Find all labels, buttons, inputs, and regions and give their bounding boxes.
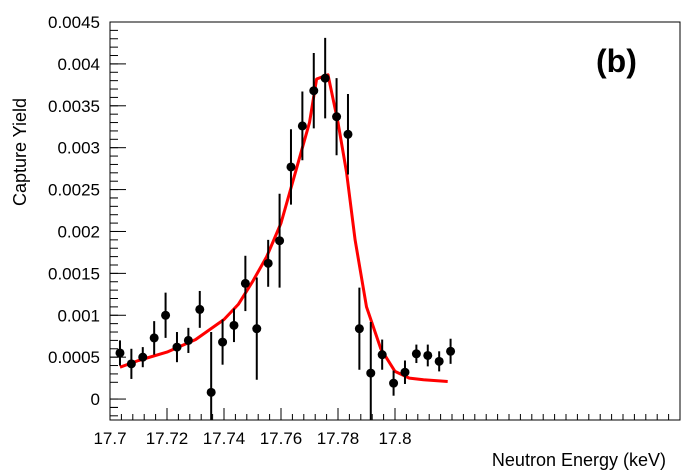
point-marker: [172, 342, 182, 352]
point-marker: [149, 333, 159, 343]
data-point: [400, 360, 410, 384]
point-marker: [297, 121, 307, 131]
point-marker: [389, 378, 399, 388]
y-tick-label: 0.0035: [48, 97, 100, 116]
point-marker: [343, 129, 353, 139]
point-marker: [400, 367, 410, 377]
data-point: [138, 347, 148, 368]
data-point: [446, 338, 456, 364]
data-point: [229, 308, 239, 343]
panel-label: (b): [596, 43, 637, 79]
data-point: [309, 53, 319, 129]
data-point: [252, 277, 262, 380]
point-marker: [320, 73, 330, 83]
data-point: [149, 321, 159, 355]
data-point: [240, 255, 250, 312]
point-marker: [275, 236, 285, 246]
fit-curve-layer: [119, 73, 448, 383]
point-marker: [229, 320, 239, 330]
data-point: [332, 78, 342, 156]
x-axis-title: Neutron Energy (keV): [492, 450, 666, 470]
y-tick-label: 0.003: [57, 139, 100, 158]
x-tick-label: 17.8: [378, 429, 411, 448]
point-marker: [183, 335, 193, 345]
data-point: [354, 287, 364, 370]
y-tick-label: 0.004: [57, 55, 100, 74]
data-points-layer: [115, 37, 456, 420]
point-marker: [126, 359, 136, 369]
data-point: [183, 327, 193, 353]
point-marker: [240, 278, 250, 288]
data-point: [297, 91, 307, 161]
point-marker: [366, 368, 376, 378]
data-point: [366, 321, 376, 420]
point-marker: [411, 349, 421, 359]
point-marker: [434, 356, 444, 366]
data-point: [115, 340, 125, 366]
data-point: [206, 332, 216, 420]
y-tick-label: 0.002: [57, 222, 100, 241]
data-point: [126, 348, 136, 379]
y-axis-title: Capture Yield: [10, 98, 30, 206]
x-tick-label: 17.72: [146, 429, 189, 448]
point-marker: [446, 346, 456, 356]
x-tick-label: 17.76: [260, 429, 303, 448]
x-tick-label: 17.78: [317, 429, 360, 448]
point-marker: [161, 310, 171, 320]
x-tick-label: 17.74: [203, 429, 246, 448]
point-marker: [138, 352, 148, 362]
point-marker: [195, 304, 205, 314]
fit-curve-line: [119, 73, 448, 383]
data-point: [286, 129, 296, 205]
point-marker: [115, 348, 125, 358]
point-marker: [218, 337, 228, 347]
point-marker: [423, 350, 433, 360]
data-point: [275, 193, 285, 288]
point-marker: [354, 324, 364, 334]
axis-ticks: 17.7 17.72 17.74 17.76 17.78 17.8 0 0.0005 0.001…: [48, 13, 681, 448]
point-marker: [286, 162, 296, 172]
data-point: [434, 351, 444, 372]
point-marker: [309, 86, 319, 96]
point-marker: [263, 258, 273, 268]
data-point: [263, 239, 273, 287]
data-point: [172, 332, 182, 363]
data-point: [161, 292, 171, 338]
x-tick-label: 17.7: [93, 429, 126, 448]
point-marker: [377, 350, 387, 360]
plot-frame: [109, 21, 681, 421]
y-tick-label: 0.0045: [48, 13, 100, 32]
data-point: [320, 37, 330, 119]
y-tick-label: 0.0025: [48, 181, 100, 200]
point-marker: [206, 387, 216, 397]
y-tick-label: 0.001: [57, 306, 100, 325]
y-tick-label: 0.0015: [48, 264, 100, 283]
point-marker: [252, 324, 262, 334]
point-marker: [332, 112, 342, 122]
data-point: [411, 344, 421, 364]
data-point: [423, 344, 433, 367]
data-point: [389, 370, 399, 396]
data-point: [195, 290, 205, 328]
data-point: [377, 339, 387, 370]
data-point: [343, 94, 353, 175]
y-tick-label: 0: [91, 390, 100, 409]
data-point: [218, 319, 228, 365]
y-tick-label: 0.0005: [48, 348, 100, 367]
